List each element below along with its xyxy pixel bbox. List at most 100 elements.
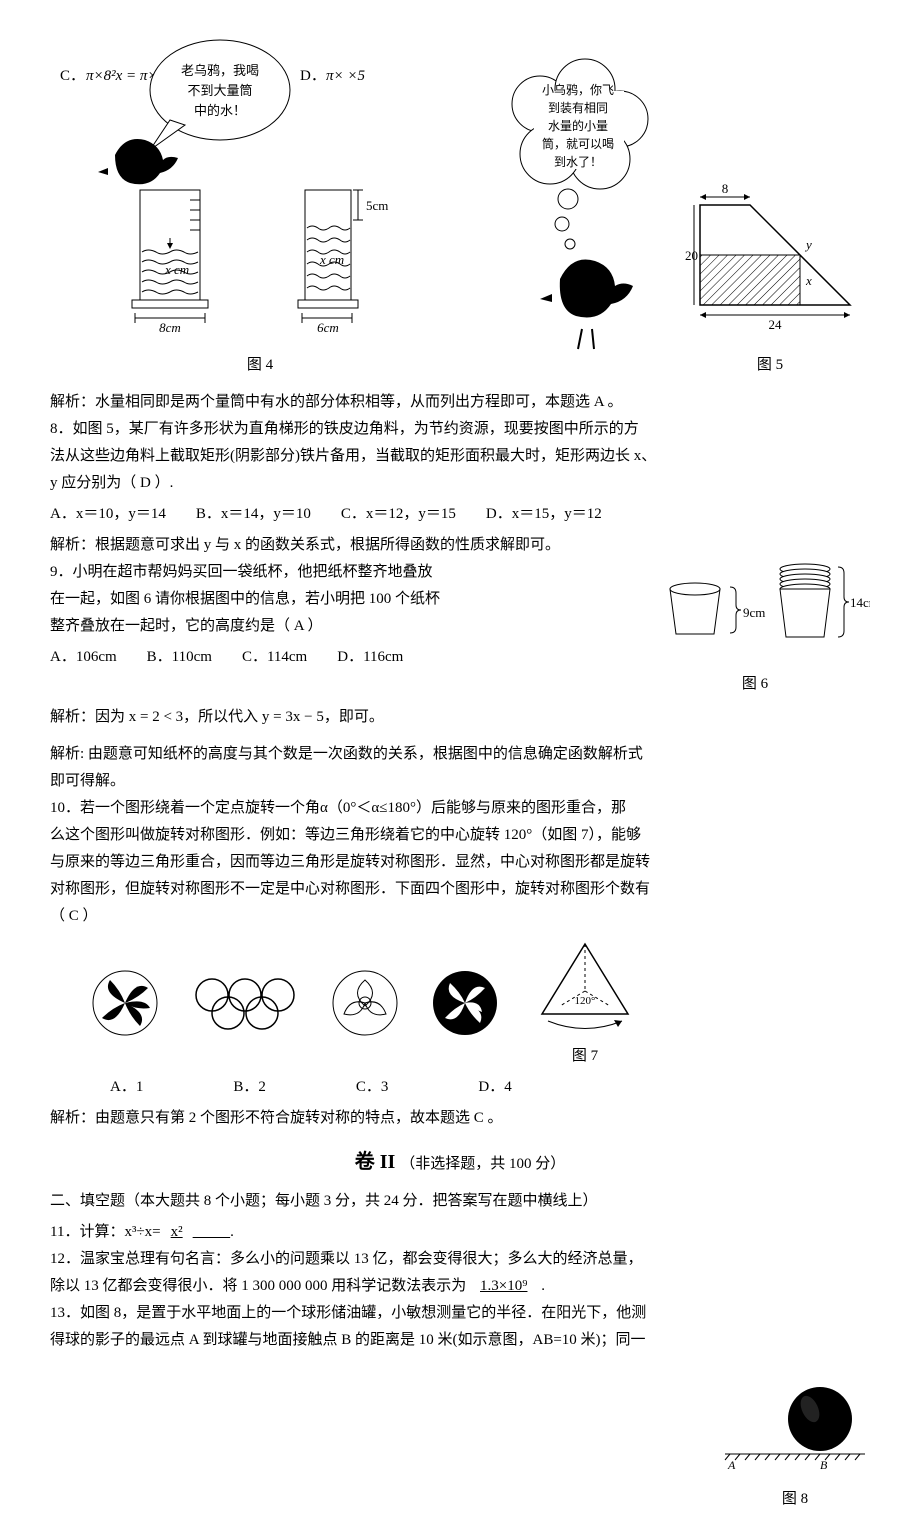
fig4-svg: C． π×8²x = π× D． π× ×5 老乌鸦，我喝 不到大量筒 中的水！	[50, 20, 470, 340]
trap-left-dim: 20	[685, 248, 698, 263]
q7-figures: C． π×8²x = π× D． π× ×5 老乌鸦，我喝 不到大量筒 中的水！	[50, 20, 870, 379]
cup-stack	[780, 564, 830, 637]
bubble1-line3: 中的水！	[194, 103, 246, 118]
part2-title-b: （非选择题，共 100 分）	[400, 1156, 565, 1172]
q9-block: 9．小明在超市帮妈妈买回一袋纸杯，他把纸杯整齐地叠放 在一起，如图 6 请你根据…	[50, 559, 870, 698]
q9-analysis-inline: 解析：因为 x = 2 < 3，所以代入 y = 3x − 5，即可。	[50, 704, 870, 731]
q13-line2: 得球的影子的最远点 A 到球罐与地面接触点 B 的距离是 10 米(如示意图，A…	[50, 1327, 870, 1354]
q9-optD: D．116cm	[337, 644, 403, 671]
bubble1-line1: 老乌鸦，我喝	[181, 63, 259, 78]
part2-title-a: 卷 II	[355, 1151, 396, 1173]
fig4-right-svg: 小乌鸦，你飞 到装有相同 水量的小量 筒，就可以喝 到水了！	[490, 49, 660, 369]
big-cyl-x: x cm	[164, 262, 189, 277]
q8-optA: A．x＝10，y＝14	[50, 501, 166, 528]
trap-bottom-dim: 24	[769, 317, 783, 332]
crow-1-beak	[98, 168, 108, 175]
q8-analysis: 解析：根据题意可求出 y 与 x 的函数关系式，根据所得函数的性质求解即可。	[50, 532, 870, 559]
fig5-svg: 8 20 24 y x	[680, 175, 860, 340]
q8-optD: D．x＝15，y＝12	[486, 501, 602, 528]
fig8-A: A	[727, 1458, 736, 1472]
bubble1-tail	[150, 120, 185, 150]
cloud-l5: 到水了！	[554, 155, 602, 169]
q11: 11．计算：x³÷x=x² .	[50, 1219, 870, 1246]
q11-stem-b: .	[230, 1224, 234, 1240]
q10-line5: （ C ）	[50, 903, 870, 930]
fig8-container: A B 图 8	[50, 1374, 870, 1513]
q11-answer: x²	[161, 1224, 193, 1240]
q10-optC: C．3	[356, 1074, 389, 1101]
q10-line1: 10．若一个图形绕着一个定点旋转一个角α（0°＜α≤180°）后能够与原来的图形…	[50, 795, 870, 822]
q10-line3: 与原来的等边三角形重合，因而等边三角形是旋转对称图形．显然，中心对称图形都是旋转	[50, 849, 870, 876]
fig5-container: 8 20 24 y x 图 5	[680, 175, 860, 379]
q8-stem2: 法从这些边角料上截取矩形(阴影部分)铁片备用，当截取的矩形面积最大时，矩形两边长…	[50, 443, 870, 470]
q12-answer: 1.3×10⁹	[470, 1278, 537, 1294]
q8-stem3: y 应分别为（ D ）.	[50, 470, 870, 497]
fig8-caption: 图 8	[720, 1486, 870, 1513]
q9-options: A．106cm B．110cm C．114cm D．116cm	[50, 644, 630, 671]
small-cyl-base	[298, 300, 358, 308]
fig7-caption: 图 7	[530, 1043, 640, 1070]
trap-top-dim: 8	[722, 181, 729, 196]
q12-line2b: .	[541, 1278, 545, 1294]
q13-line1: 13．如图 8，是置于水平地面上的一个球形储油罐，小敏想测量它的半径．在阳光下，…	[50, 1300, 870, 1327]
part2-title: 卷 II （非选择题，共 100 分）	[50, 1144, 870, 1180]
q10-shape2	[190, 973, 300, 1033]
angle-120: 120°	[575, 995, 596, 1007]
q10-shape3	[330, 968, 400, 1038]
q9-line2: 在一起，如图 6 请你根据图中的信息，若小明把 100 个纸杯	[50, 586, 630, 613]
opt-d-formula: π× ×5	[326, 68, 366, 84]
q9-optA: A．106cm	[50, 644, 117, 671]
small-cylinder	[305, 190, 351, 300]
q7-analysis: 解析：水量相同即是两个量筒中有水的部分体积相等，从而列出方程即可，本题选 A 。	[50, 389, 870, 416]
trap-rect	[700, 255, 800, 305]
cloud-l3: 水量的小量	[548, 118, 608, 133]
opt-d-text: D．	[300, 68, 326, 84]
q10-line2: 么这个图形叫做旋转对称图形．例如：等边三角形绕着它的中心旋转 120°（如图 7…	[50, 822, 870, 849]
crow-2-beak	[540, 294, 552, 302]
fig7-svg: 120°	[530, 936, 640, 1031]
crow-1	[115, 139, 178, 184]
fig8-svg: A B	[720, 1374, 870, 1474]
fig6-container: 9cm 14cm 图 6	[640, 559, 870, 698]
cup-short-h: 9cm	[743, 605, 765, 620]
small-5cm: 5cm	[366, 198, 388, 213]
fig6-svg: 9cm 14cm	[640, 559, 870, 659]
q9-analysis2b: 即可得解。	[50, 768, 870, 795]
fig4-caption: 图 4	[50, 352, 470, 379]
q8-optB: B．x＝14，y＝10	[196, 501, 311, 528]
q12-line1: 12．温家宝总理有句名言：多么小的问题乘以 13 亿，都会变得很大；多么大的经济…	[50, 1246, 870, 1273]
fig6-caption: 图 6	[640, 671, 870, 698]
q10-optA: A．1	[110, 1074, 143, 1101]
q10-shape1	[90, 968, 160, 1038]
cloud-l4: 筒，就可以喝	[542, 136, 614, 151]
opt-c-formula: π×8²x = π×	[86, 68, 158, 84]
q10-figures: 120° 图 7	[90, 936, 870, 1070]
q10-options: A．1 B．2 C．3 D．4	[110, 1074, 870, 1101]
q10-optD: D．4	[478, 1074, 511, 1101]
q8-options: A．x＝10，y＝14 B．x＝14，y＝10 C．x＝12，y＝15 D．x＝…	[50, 501, 870, 528]
q10-shape4	[430, 968, 500, 1038]
cup-tall-h: 14cm	[850, 595, 870, 610]
q9-optC: C．114cm	[242, 644, 307, 671]
cup-short	[670, 589, 720, 634]
q9-optB: B．110cm	[147, 644, 212, 671]
cloud-l1: 小乌鸦，你飞	[542, 82, 614, 97]
fig4-right: 小乌鸦，你飞 到装有相同 水量的小量 筒，就可以喝 到水了！	[490, 49, 660, 379]
q9-line1: 9．小明在超市帮妈妈买回一袋纸杯，他把纸杯整齐地叠放	[50, 559, 630, 586]
fig4-container: C． π×8²x = π× D． π× ×5 老乌鸦，我喝 不到大量筒 中的水！	[50, 20, 470, 379]
part2-heading: 二、填空题（本大题共 8 个小题；每小题 3 分，共 24 分．把答案写在题中横…	[50, 1188, 870, 1215]
q8-optC: C．x＝12，y＝15	[341, 501, 456, 528]
trap-x: x	[805, 273, 812, 288]
q10-optB: B．2	[233, 1074, 266, 1101]
q11-stem-a: 11．计算：x³÷x=	[50, 1224, 161, 1240]
cloud-l2: 到装有相同	[548, 101, 608, 115]
q12-line2a: 除以 13 亿都会变得很小．将 1 300 000 000 用科学记数法表示为	[50, 1278, 466, 1294]
fig7-container: 120° 图 7	[530, 936, 640, 1070]
big-cyl-width: 8cm	[159, 320, 181, 335]
bubble1-line2: 不到大量筒	[187, 83, 252, 98]
q9-analysis2a: 解析: 由题意可知纸杯的高度与其个数是一次函数的关系，根据图中的信息确定函数解析…	[50, 741, 870, 768]
small-cyl-width: 6cm	[317, 320, 339, 335]
fig8-B: B	[820, 1458, 828, 1472]
fig5-caption: 图 5	[680, 352, 860, 379]
q12-line2: 除以 13 亿都会变得很小．将 1 300 000 000 用科学记数法表示为 …	[50, 1273, 870, 1300]
